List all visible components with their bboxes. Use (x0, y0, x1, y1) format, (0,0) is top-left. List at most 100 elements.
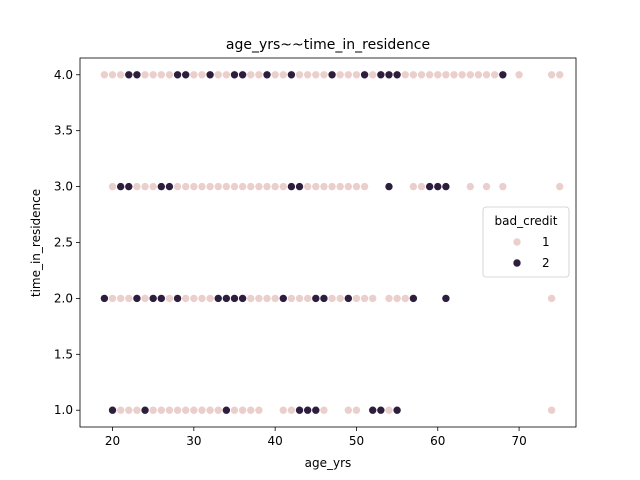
data-point-series-2 (311, 405, 321, 415)
data-point-series-1 (222, 70, 231, 80)
data-point-series-1 (157, 405, 166, 415)
data-point-series-2 (360, 70, 369, 80)
data-point-series-1 (547, 294, 556, 303)
data-point-series-1 (344, 405, 353, 415)
data-point-series-2 (238, 294, 247, 303)
data-point-series-1 (116, 294, 125, 303)
data-point-series-1 (384, 294, 394, 303)
data-point-series-1 (205, 405, 215, 415)
data-point-series-1 (116, 405, 125, 415)
data-point-series-1 (189, 70, 199, 80)
data-point-series-1 (352, 70, 361, 80)
data-point-series-1 (262, 294, 272, 303)
data-point-series-2 (124, 70, 134, 80)
data-point-series-2 (441, 294, 451, 303)
data-point-series-1 (368, 70, 378, 80)
data-point-series-1 (148, 182, 158, 191)
data-point-series-2 (116, 182, 125, 191)
data-point-series-1 (197, 182, 207, 191)
data-point-series-1 (278, 182, 288, 191)
data-point-series-2 (295, 405, 304, 415)
data-point-series-1 (254, 70, 264, 80)
data-point-series-2 (213, 294, 223, 303)
data-point-series-1 (335, 182, 345, 191)
data-point-series-1 (132, 182, 142, 191)
x-tick-label: 30 (186, 434, 201, 448)
data-point-series-1 (254, 294, 264, 303)
data-point-series-1 (246, 405, 256, 415)
data-point-series-2 (205, 70, 215, 80)
data-point-series-1 (417, 70, 426, 80)
data-point-series-1 (246, 182, 256, 191)
chart-title: age_yrs~~time_in_residence (226, 37, 430, 53)
data-point-series-1 (246, 70, 256, 80)
data-point-series-1 (238, 182, 247, 191)
data-point-series-2 (425, 182, 434, 191)
data-point-series-2 (132, 294, 142, 303)
data-point-series-1 (303, 294, 312, 303)
data-point-series-1 (498, 182, 508, 191)
data-point-series-2 (303, 405, 312, 415)
data-point-series-1 (514, 70, 524, 80)
legend-label-2: 2 (542, 256, 550, 270)
x-tick-label: 40 (268, 434, 283, 448)
data-point-series-1 (173, 405, 182, 415)
data-point-series-1 (140, 182, 150, 191)
data-point-series-1 (181, 182, 190, 191)
data-point-series-1 (490, 70, 499, 80)
data-point-series-1 (189, 182, 199, 191)
data-point-series-1 (262, 182, 272, 191)
x-tick-label: 20 (105, 434, 120, 448)
data-point-series-1 (278, 70, 288, 80)
data-points (100, 70, 565, 415)
data-point-series-2 (132, 70, 142, 80)
legend-box (482, 206, 570, 278)
data-point-series-1 (230, 182, 239, 191)
legend-title: bad_credit (495, 214, 558, 228)
data-point-series-2 (238, 70, 247, 80)
data-point-series-1 (547, 70, 556, 80)
data-point-series-1 (189, 294, 199, 303)
data-point-series-1 (254, 405, 264, 415)
data-point-series-2 (157, 294, 166, 303)
data-point-series-2 (181, 70, 190, 80)
x-tick-label: 70 (511, 434, 526, 448)
data-point-series-1 (270, 70, 280, 80)
data-point-series-1 (124, 405, 134, 415)
data-point-series-1 (222, 182, 231, 191)
data-point-series-1 (197, 70, 207, 80)
legend-marker-2 (512, 258, 522, 268)
legend-label-1: 1 (542, 235, 550, 249)
y-tick-label: 1.0 (54, 403, 73, 417)
data-point-series-1 (319, 70, 329, 80)
data-point-series-1 (352, 182, 361, 191)
data-point-series-1 (409, 70, 418, 80)
data-point-series-2 (376, 70, 386, 80)
data-point-series-2 (278, 294, 288, 303)
legend: bad_credit 1 2 (482, 206, 570, 278)
data-point-series-2 (222, 294, 231, 303)
data-point-series-2 (140, 405, 150, 415)
data-point-series-1 (319, 182, 329, 191)
data-point-series-2 (368, 405, 378, 415)
x-tick-label: 50 (349, 434, 364, 448)
data-point-series-1 (116, 70, 125, 80)
data-point-series-2 (287, 70, 296, 80)
data-point-series-1 (465, 182, 475, 191)
data-point-series-1 (327, 182, 337, 191)
x-axis-label: age_yrs (305, 456, 352, 470)
data-point-series-2 (100, 294, 109, 303)
data-point-series-1 (287, 405, 296, 415)
data-point-series-1 (197, 294, 207, 303)
data-point-series-1 (278, 405, 288, 415)
data-point-series-1 (189, 405, 199, 415)
data-point-series-1 (165, 294, 174, 303)
data-point-series-1 (360, 182, 369, 191)
data-point-series-1 (327, 294, 337, 303)
data-point-series-1 (433, 70, 443, 80)
data-point-series-1 (213, 405, 223, 415)
data-point-series-1 (400, 70, 410, 80)
data-point-series-2 (409, 294, 418, 303)
data-point-series-1 (246, 294, 256, 303)
